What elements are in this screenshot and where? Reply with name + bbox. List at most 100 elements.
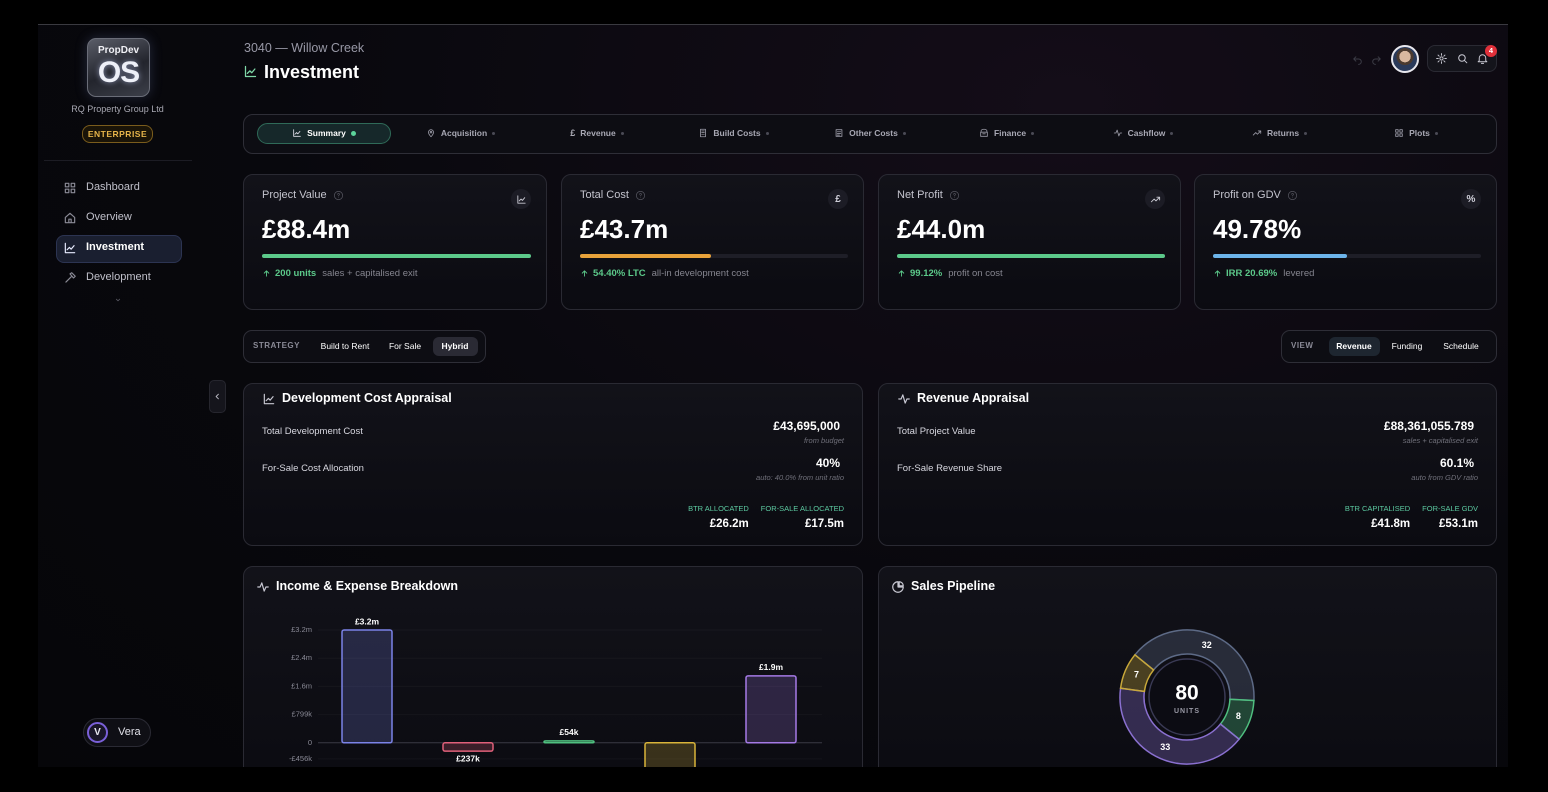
icon[interactable] [1476, 52, 1489, 65]
icon [64, 242, 76, 254]
tab-bar [243, 114, 1497, 154]
nav-item[interactable]: Dashboard [86, 181, 140, 193]
allocation: BTR CAPITALISED £41.8m FOR-SALE GDV £53.1m [1345, 504, 1478, 530]
tab[interactable]: Other Costs [805, 126, 935, 140]
tab-dot [1170, 131, 1174, 135]
kpi-label: Project Value [262, 189, 327, 201]
tab[interactable]: Plots [1351, 126, 1481, 140]
control-option[interactable]: Hybrid [441, 341, 469, 351]
control-option[interactable]: Funding [1391, 341, 1423, 351]
icon [835, 129, 843, 137]
icon-path [1252, 130, 1262, 136]
icon-path [64, 242, 76, 254]
icon [1353, 56, 1362, 65]
icon [427, 129, 434, 138]
kpi-note: levered [1283, 268, 1315, 279]
nav-active [56, 235, 182, 263]
icon-path [1436, 53, 1447, 64]
user-name: Vera [118, 726, 141, 738]
kpi-delta: 54.40% LTC [593, 268, 646, 279]
allocation-value: £26.2m [709, 518, 749, 530]
tab[interactable]: Summary [259, 126, 389, 140]
divider [44, 160, 192, 161]
tab[interactable]: Cashflow [1078, 126, 1208, 140]
control-option[interactable]: For Sale [388, 341, 422, 351]
nav-item[interactable]: Overview [86, 211, 132, 223]
icon [949, 190, 959, 200]
control-option[interactable]: Build to Rent [320, 341, 370, 351]
allocation-item: BTR ALLOCATED £26.2m [688, 504, 749, 530]
icon-path [1353, 56, 1362, 65]
tab-icon: £ [570, 128, 576, 138]
icon [1214, 270, 1221, 277]
nav-item[interactable]: Investment [86, 241, 145, 253]
icon [263, 270, 270, 277]
appraisal-panel: Revenue Appraisal Total Project Value £88,… [878, 383, 1497, 546]
progress-track [897, 254, 1165, 258]
tab[interactable]: £ Revenue [532, 126, 662, 140]
kpi-delta: IRR 20.69% [1226, 268, 1278, 279]
tab-dot [1304, 131, 1308, 135]
kpi-foot: 200 units sales + capitalised exit [262, 268, 418, 279]
chart-panel: Sales Pipeline [878, 566, 1497, 767]
icon [516, 194, 526, 204]
row-label: Total Development Cost [262, 426, 363, 437]
row-value: £88,361,055.789 [1383, 419, 1474, 433]
icon [244, 65, 257, 78]
project-name: 3040 — Willow Creek [244, 41, 365, 55]
icon [700, 128, 707, 138]
progress-fill [1213, 254, 1347, 258]
icon[interactable] [1435, 52, 1448, 65]
icon-path [1457, 54, 1467, 64]
chart-title: Income & Expense Breakdown [276, 579, 459, 593]
collapse-button[interactable] [209, 380, 226, 413]
logo: PropDev OS [87, 38, 150, 97]
icon-path [333, 190, 343, 200]
progress-fill [580, 254, 712, 258]
kpi-value: £44.0m [897, 214, 986, 244]
kpi-card: Total Cost £ £43.7m 54.40% LTC all-in develo… [561, 174, 864, 310]
icon[interactable] [1456, 52, 1469, 65]
icon [257, 582, 269, 592]
panel-title: Revenue Appraisal [917, 391, 1030, 405]
logo-brand: PropDev [97, 45, 140, 56]
row-note: auto from GDV ratio [1411, 473, 1478, 482]
tab[interactable]: Build Costs [669, 126, 799, 140]
row-note: from budget [803, 436, 844, 445]
tab[interactable]: Finance [942, 126, 1072, 140]
tab-label: Other Costs [849, 128, 898, 138]
kpi-icon [511, 189, 531, 209]
tab-dot [765, 131, 769, 135]
page-title: Investment [264, 62, 360, 82]
nav-item[interactable]: Development [86, 271, 151, 283]
icon-path [1477, 54, 1488, 64]
kpi-value: 49.78% [1213, 214, 1302, 244]
kpi-label: Net Profit [897, 189, 943, 201]
icon-path [65, 272, 76, 283]
tab[interactable]: Returns [1215, 126, 1345, 140]
icon [892, 581, 904, 593]
tab-label: Revenue [580, 128, 616, 138]
plan-badge: ENTERPRISE [82, 125, 153, 143]
icon-path [263, 393, 275, 405]
icon-path [700, 128, 707, 138]
icon-path [257, 582, 269, 592]
icon-path [115, 298, 121, 302]
tab[interactable]: Acquisition [396, 126, 526, 140]
kpi-value: £43.7m [580, 214, 669, 244]
control-option[interactable]: Revenue [1336, 341, 1372, 351]
kpi-delta: 99.12% [910, 268, 943, 279]
kpi-foot: IRR 20.69% levered [1213, 268, 1314, 279]
icon [1372, 56, 1381, 65]
icon [1395, 129, 1403, 137]
icon-path [1214, 270, 1221, 277]
kpi-foot: 99.12% profit on cost [897, 268, 1003, 279]
profile-avatar[interactable] [1391, 45, 1419, 73]
control-option[interactable]: Schedule [1443, 341, 1479, 351]
icon-path [949, 190, 959, 200]
allocation-label: BTR CAPITALISED [1344, 504, 1411, 513]
user-pill[interactable]: V Vera [83, 718, 151, 747]
kpi-label-row: Project Value [262, 189, 344, 201]
icon-path [1150, 196, 1160, 202]
